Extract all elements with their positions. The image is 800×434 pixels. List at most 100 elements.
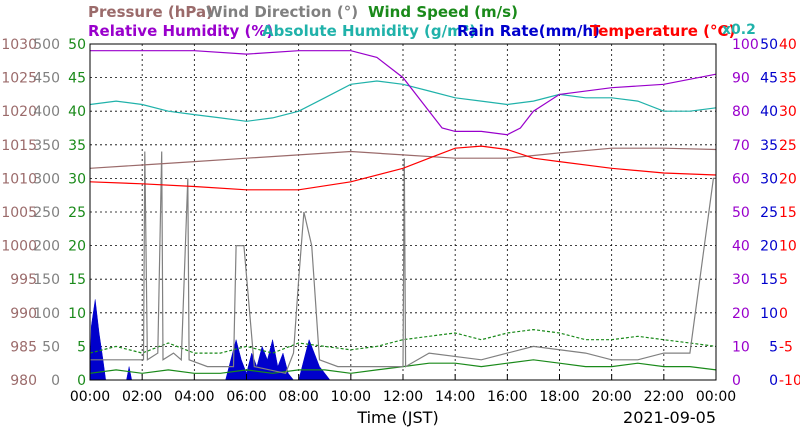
tick-label-rain-rate: 40	[760, 104, 778, 120]
x-axis-title: Time (JST)	[356, 408, 438, 427]
tick-label-rain-rate: 45	[760, 71, 778, 87]
series-absolute-humidity-g-m	[89, 80, 717, 122]
tick-label-humidity: 100	[732, 37, 759, 53]
tick-label-pressure: 1010	[1, 171, 37, 187]
tick-label-pressure: 980	[10, 373, 37, 389]
legend-wind-direction: Wind Direction (°)	[206, 3, 358, 21]
x-tick-label: 00:00	[696, 389, 736, 405]
series-layer	[89, 50, 717, 381]
tick-label-wind-direction: 400	[33, 104, 60, 120]
tick-label-pressure: 1015	[1, 138, 37, 154]
legend: Pressure (hPa) Wind Direction (°) Wind S…	[88, 3, 756, 40]
tick-label-pressure: 1030	[1, 37, 37, 53]
tick-label-humidity: 60	[732, 171, 750, 187]
tick-label-wind-speed: 5	[77, 339, 86, 355]
tick-label-humidity: 20	[732, 306, 750, 322]
tick-label-temperature: 35	[779, 71, 797, 87]
tick-label-pressure: 1000	[1, 239, 37, 255]
tick-label-wind-direction: 100	[33, 306, 60, 322]
tick-label-wind-speed: 25	[68, 205, 86, 221]
tick-label-wind-direction: 300	[33, 171, 60, 187]
grid	[90, 44, 716, 380]
tick-label-rain-rate: 25	[760, 205, 778, 221]
tick-label-rain-rate: 5	[769, 339, 778, 355]
tick-label-wind-direction: 350	[33, 138, 60, 154]
date-label: 2021-09-05	[623, 408, 716, 427]
tick-label-temperature: 5	[779, 272, 788, 288]
tick-label-rain-rate: 15	[760, 272, 778, 288]
x-tick-label: 18:00	[539, 389, 579, 405]
x-tick-label: 20:00	[591, 389, 631, 405]
series-temperature-c	[89, 145, 717, 191]
tick-label-wind-direction: 0	[51, 373, 60, 389]
tick-label-wind-speed: 10	[68, 306, 86, 322]
tick-label-humidity: 70	[732, 138, 750, 154]
tick-label-temperature: 0	[779, 306, 788, 322]
series-pressure-hpa	[89, 147, 717, 169]
legend-absolute-humidity: Absolute Humidity (g/m³)	[262, 22, 476, 40]
tick-label-wind-direction: 50	[42, 339, 60, 355]
tick-label-temperature: -5	[779, 339, 793, 355]
x-tick-label: 08:00	[278, 389, 318, 405]
tick-label-wind-direction: 150	[33, 272, 60, 288]
x-tick-label: 04:00	[174, 389, 214, 405]
tick-label-rain-rate: 10	[760, 306, 778, 322]
tick-label-rain-rate: 35	[760, 138, 778, 154]
tick-label-pressure: 995	[10, 272, 37, 288]
tick-label-wind-speed: 45	[68, 71, 86, 87]
x-tick-label: 22:00	[644, 389, 684, 405]
tick-label-pressure: 990	[10, 306, 37, 322]
tick-label-rain-rate: 0	[769, 373, 778, 389]
tick-label-wind-speed: 15	[68, 272, 86, 288]
tick-label-humidity: 90	[732, 71, 750, 87]
tick-label-humidity: 10	[732, 339, 750, 355]
tick-label-temperature: -10	[779, 373, 800, 389]
tick-label-temperature: 30	[779, 104, 797, 120]
x-tick-label: 16:00	[487, 389, 527, 405]
tick-label-humidity: 40	[732, 239, 750, 255]
legend-relative-humidity: Relative Humidity (%)	[88, 22, 273, 40]
tick-label-wind-direction: 200	[33, 239, 60, 255]
legend-temperature: Temperature (°C)	[590, 22, 735, 40]
tick-label-pressure: 985	[10, 339, 37, 355]
tick-label-humidity: 50	[732, 205, 750, 221]
tick-label-pressure: 1025	[1, 71, 37, 87]
tick-label-temperature: 20	[779, 171, 797, 187]
legend-pressure: Pressure (hPa)	[88, 3, 213, 21]
tick-label-temperature: 10	[779, 239, 797, 255]
x-tick-label: 00:00	[70, 389, 110, 405]
tick-label-wind-speed: 35	[68, 138, 86, 154]
tick-label-wind-direction: 250	[33, 205, 60, 221]
x-tick-label: 12:00	[383, 389, 423, 405]
x-tick-label: 02:00	[122, 389, 162, 405]
tick-label-wind-speed: 40	[68, 104, 86, 120]
x-tick-label: 10:00	[331, 389, 371, 405]
tick-label-wind-speed: 20	[68, 239, 86, 255]
tick-label-pressure: 1020	[1, 104, 37, 120]
x-tick-label: 06:00	[226, 389, 266, 405]
tick-label-humidity: 80	[732, 104, 750, 120]
tick-label-pressure: 1005	[1, 205, 37, 221]
axes-layer: 9809859909951000100510101015102010251030…	[1, 37, 800, 405]
series-wind-gust-m-s	[89, 328, 717, 354]
tick-label-humidity: 30	[732, 272, 750, 288]
tick-label-wind-speed: 30	[68, 171, 86, 187]
tick-label-wind-speed: 50	[68, 37, 86, 53]
legend-wind-speed: Wind Speed (m/s)	[368, 3, 518, 21]
tick-label-wind-speed: 0	[77, 373, 86, 389]
series-relative-humidity	[90, 50, 717, 136]
rain-scale-note: x0.2	[722, 22, 756, 38]
plot-frame	[89, 43, 717, 381]
tick-label-rain-rate: 20	[760, 239, 778, 255]
tick-label-wind-direction: 500	[33, 37, 60, 53]
legend-rain-rate: Rain Rate(mm/h)	[457, 22, 600, 40]
x-tick-label: 14:00	[435, 389, 475, 405]
tick-label-rain-rate: 50	[760, 37, 778, 53]
tick-label-temperature: 40	[779, 37, 797, 53]
tick-label-rain-rate: 30	[760, 171, 778, 187]
tick-label-temperature: 25	[779, 138, 797, 154]
tick-label-wind-direction: 450	[33, 71, 60, 87]
series-wind-direction	[90, 151, 716, 374]
